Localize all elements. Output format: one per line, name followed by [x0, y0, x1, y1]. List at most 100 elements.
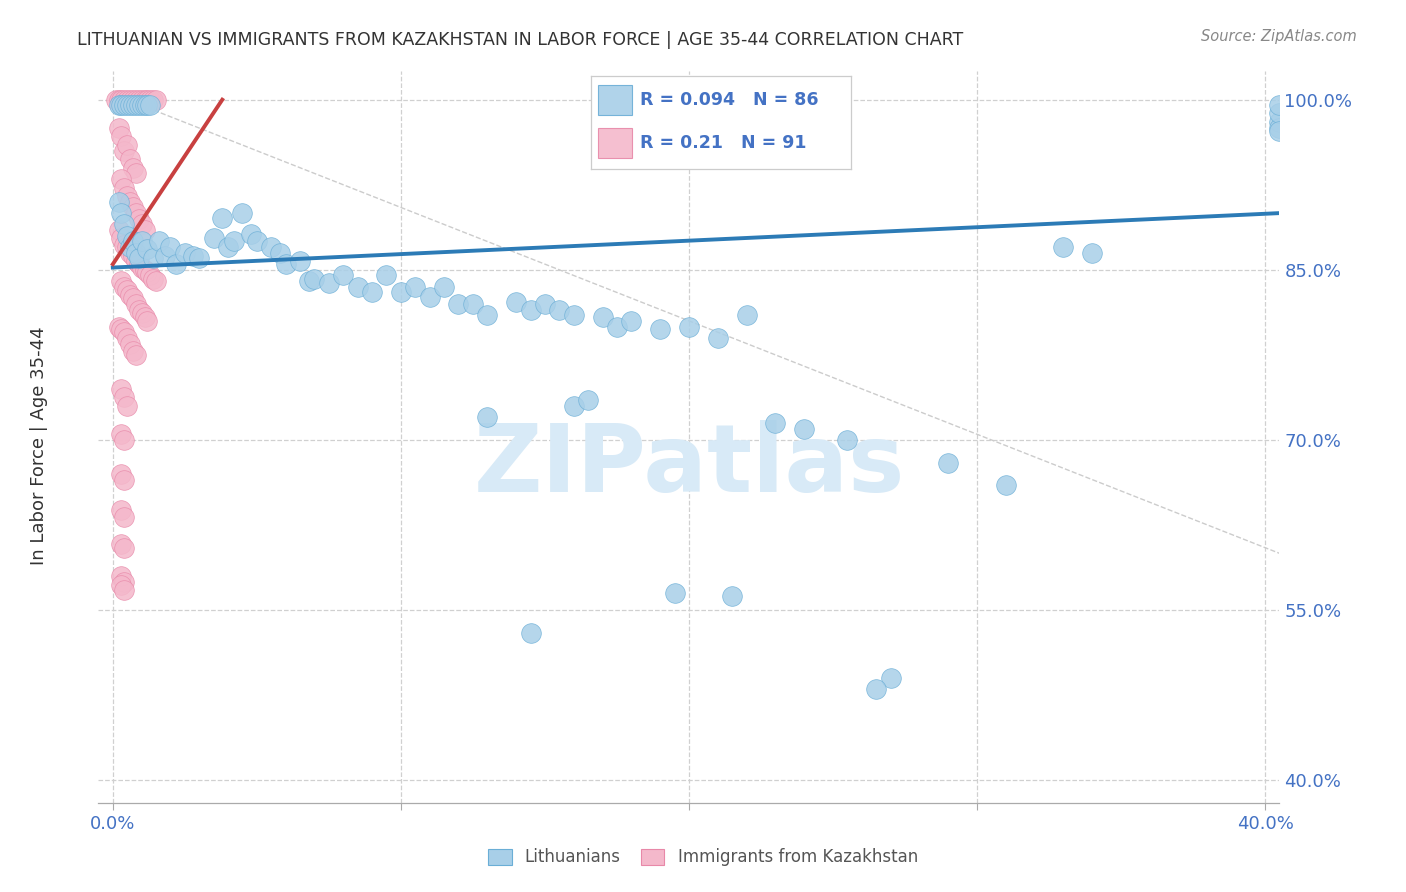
- Point: [115, 189, 138, 203]
- Point: [128, 252, 150, 266]
- Point: [122, 291, 145, 305]
- Point: [112, 238, 135, 252]
- Text: R = 0.21   N = 91: R = 0.21 N = 91: [640, 135, 807, 153]
- Point: [115, 331, 138, 345]
- Point: [678, 319, 700, 334]
- Point: [125, 206, 148, 220]
- Point: [505, 294, 527, 309]
- Point: [134, 310, 156, 325]
- Point: [142, 252, 165, 266]
- Point: [1052, 240, 1074, 254]
- Text: R = 0.094   N = 86: R = 0.094 N = 86: [640, 91, 818, 109]
- Point: [110, 569, 132, 583]
- Point: [131, 218, 153, 232]
- Point: [128, 93, 150, 107]
- Point: [120, 240, 142, 254]
- Point: [115, 240, 138, 254]
- Bar: [599, 85, 633, 115]
- Point: [110, 93, 132, 107]
- Point: [1268, 124, 1291, 138]
- Point: [136, 98, 159, 112]
- Point: [763, 416, 786, 430]
- Point: [115, 399, 138, 413]
- Point: [134, 98, 156, 112]
- Point: [592, 310, 614, 325]
- Point: [173, 245, 195, 260]
- Point: [110, 467, 132, 481]
- Point: [145, 274, 167, 288]
- Point: [1268, 121, 1291, 136]
- Point: [461, 297, 484, 311]
- Point: [650, 322, 672, 336]
- Point: [107, 121, 129, 136]
- Point: [211, 211, 233, 225]
- Point: [134, 262, 156, 277]
- Legend: Lithuanians, Immigrants from Kazakhstan: Lithuanians, Immigrants from Kazakhstan: [481, 842, 925, 873]
- Point: [477, 308, 499, 322]
- Point: [620, 314, 643, 328]
- Point: [131, 98, 153, 112]
- Point: [112, 218, 135, 232]
- Point: [107, 194, 129, 209]
- Point: [120, 98, 142, 112]
- Point: [142, 272, 165, 286]
- Point: [519, 625, 541, 640]
- Point: [188, 252, 211, 266]
- Point: [159, 240, 181, 254]
- Point: [110, 578, 132, 592]
- Point: [122, 161, 145, 175]
- Point: [112, 181, 135, 195]
- Point: [110, 231, 132, 245]
- Point: [122, 344, 145, 359]
- Point: [246, 235, 269, 249]
- Point: [1081, 245, 1104, 260]
- Point: [153, 249, 176, 263]
- Point: [122, 93, 145, 107]
- Point: [112, 473, 135, 487]
- Point: [735, 308, 758, 322]
- Point: [404, 280, 426, 294]
- Point: [136, 314, 159, 328]
- Point: [131, 93, 153, 107]
- Point: [120, 93, 142, 107]
- Point: [115, 98, 138, 112]
- Point: [721, 590, 744, 604]
- Text: Source: ZipAtlas.com: Source: ZipAtlas.com: [1201, 29, 1357, 44]
- Point: [139, 98, 162, 112]
- Point: [110, 98, 132, 112]
- Point: [131, 306, 153, 320]
- Point: [120, 245, 142, 260]
- Point: [107, 93, 129, 107]
- Point: [112, 582, 135, 597]
- Point: [125, 93, 148, 107]
- Point: [134, 223, 156, 237]
- Point: [125, 245, 148, 260]
- Point: [112, 574, 135, 589]
- Point: [419, 290, 441, 304]
- Point: [112, 280, 135, 294]
- Point: [122, 201, 145, 215]
- Point: [110, 537, 132, 551]
- Point: [115, 93, 138, 107]
- Point: [1268, 115, 1291, 129]
- Point: [346, 280, 368, 294]
- Point: [115, 283, 138, 297]
- Point: [125, 166, 148, 180]
- Point: [136, 93, 159, 107]
- Point: [110, 322, 132, 336]
- Point: [125, 297, 148, 311]
- Point: [240, 227, 263, 241]
- Point: [122, 235, 145, 249]
- Point: [110, 172, 132, 186]
- Point: [136, 265, 159, 279]
- Point: [110, 427, 132, 442]
- Point: [122, 249, 145, 263]
- Point: [664, 586, 686, 600]
- Point: [332, 268, 354, 283]
- Point: [107, 223, 129, 237]
- Point: [120, 194, 142, 209]
- Point: [115, 138, 138, 153]
- Point: [112, 144, 135, 158]
- Point: [389, 285, 412, 300]
- Point: [534, 297, 557, 311]
